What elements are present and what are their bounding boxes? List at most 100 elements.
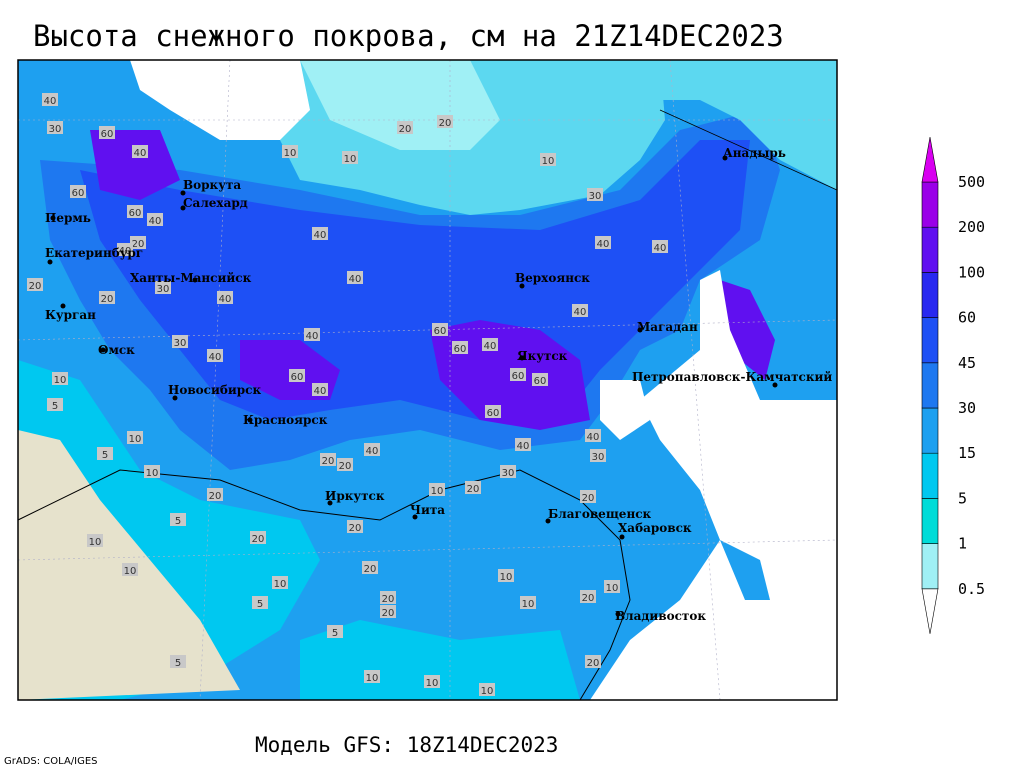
contour-label: 10 [542,156,555,167]
contour-label: 10 [522,599,535,610]
contour-label-bg [432,323,448,336]
contour-label: 60 [487,408,500,419]
city-label: Анадырь [723,146,786,160]
contour-label-bg [500,465,516,478]
contour-label: 5 [175,658,181,669]
contour-label-bg [42,93,58,106]
contour-label: 20 [322,456,335,467]
contour-label: 20 [209,491,222,502]
contour-label: 20 [349,523,362,534]
contour-label-bg [312,227,328,240]
contour-label-bg [540,153,556,166]
contour-label-bg [452,341,468,354]
contour-label: 10 [344,154,357,165]
city-dot [60,303,66,309]
contour-label: 10 [500,572,513,583]
contour-label: 20 [29,281,42,292]
contour-label-bg [172,335,188,348]
city-label: Владивосток [615,609,706,623]
contour-label: 60 [291,372,304,383]
sea-ice [640,60,837,190]
city-dot [412,514,418,520]
contour-label: 10 [129,434,142,445]
contour-label: 5 [52,401,58,412]
contour-label: 40 [314,386,327,397]
contour-label: 20 [382,594,395,605]
contour-label: 20 [339,461,352,472]
city-dot [50,215,56,221]
colorbar-label: 0.5 [958,580,985,598]
colorbar-box [921,226,939,273]
contour-label-bg [337,458,353,471]
contour-label: 5 [257,599,263,610]
contour-label: 40 [654,243,667,254]
colorbar-box [921,498,939,544]
contour-label-bg [122,563,138,576]
contour-label: 40 [574,307,587,318]
contour-label: 60 [512,371,525,382]
contour-label: 60 [534,376,547,387]
credit: GrADS: COLA/IGES [4,756,98,767]
contour-label-bg [498,569,514,582]
contour-label: 10 [146,468,159,479]
city-dot [772,382,778,388]
contour-label-bg [347,520,363,533]
contour-label: 40 [119,246,132,257]
contour-label-bg [207,488,223,501]
contour-label-bg [604,580,620,593]
contour-label: 40 [306,331,319,342]
colorbar-label: 60 [958,309,976,327]
hokkaido [720,540,770,600]
city-dot [619,534,625,540]
contour-label-bg [47,121,63,134]
footer: Модель GFS: 18Z14DEC2023 [255,733,558,757]
city-label: Новосибирск [168,383,261,397]
contour-label-bg [580,590,596,603]
city-dot [327,500,333,506]
contour-label-bg [342,151,358,164]
contour-label-bg [362,561,378,574]
colorbar-box [921,272,939,318]
contour-label-bg [429,483,445,496]
contour-label-bg [532,373,548,386]
contour-label: 10 [426,678,439,689]
contour-label-bg [482,338,498,351]
contour-label-bg [320,453,336,466]
city-dot [180,190,186,196]
contour-label: 40 [149,216,162,227]
contour-label: 60 [72,188,85,199]
contour-label-bg [97,447,113,460]
colorbar-box [921,362,939,409]
contour-label: 30 [589,191,602,202]
contour-label-bg [312,383,328,396]
city-label: Хабаровск [618,521,692,535]
contour-label: 20 [132,239,145,250]
contour-label-bg [585,655,601,668]
city-label: Магадан [637,320,698,334]
colorbar-box [921,407,939,454]
title: Высота снежного покрова, см на 21Z14DEC2… [33,19,784,53]
contour-label-bg [479,683,495,696]
contour-label: 60 [129,208,142,219]
contour-label: 40 [366,446,379,457]
contour-label-bg [397,121,413,134]
contour-label-bg [380,591,396,604]
contour-label: 30 [502,468,515,479]
contour-label: 30 [174,338,187,349]
city-label: Салехард [183,196,248,210]
contour-label: 20 [582,593,595,604]
contour-label: 20 [587,658,600,669]
contour-label-bg [99,291,115,304]
colorbar-box [921,317,939,364]
city-label: Чита [410,503,445,517]
city-label: Ханты-Мансийск [130,271,252,285]
cities: Воркута Салехард Пермь Екатеринбург Ханты-Ма… [45,146,832,623]
contour-label: 20 [439,118,452,129]
city-label: Красноярск [243,413,328,427]
contour-label: 20 [364,564,377,575]
border [17,469,631,701]
contour-label-bg [127,431,143,444]
contour-label: 60 [434,326,447,337]
